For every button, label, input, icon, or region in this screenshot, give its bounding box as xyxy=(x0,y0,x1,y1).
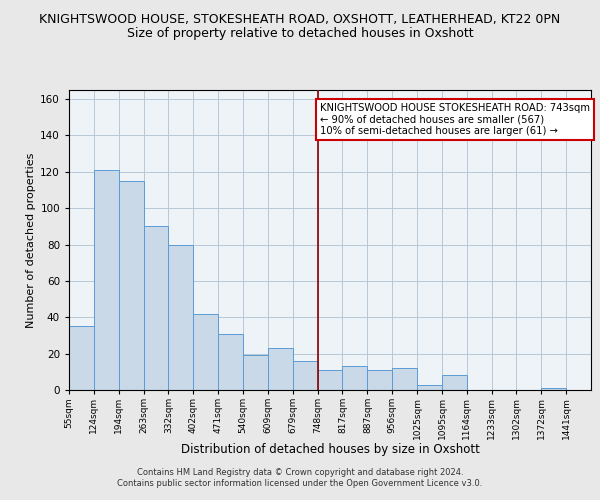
Bar xyxy=(169,244,193,390)
Bar xyxy=(442,376,467,390)
Bar xyxy=(317,370,343,390)
Text: Contains HM Land Registry data © Crown copyright and database right 2024.
Contai: Contains HM Land Registry data © Crown c… xyxy=(118,468,482,487)
Bar xyxy=(417,384,442,390)
Bar xyxy=(193,314,218,390)
Bar xyxy=(119,181,143,390)
Bar xyxy=(293,361,317,390)
Text: KNIGHTSWOOD HOUSE STOKESHEATH ROAD: 743sqm
← 90% of detached houses are smaller : KNIGHTSWOOD HOUSE STOKESHEATH ROAD: 743s… xyxy=(320,102,590,136)
X-axis label: Distribution of detached houses by size in Oxshott: Distribution of detached houses by size … xyxy=(181,443,479,456)
Bar xyxy=(367,370,392,390)
Bar xyxy=(268,348,293,390)
Bar xyxy=(143,226,169,390)
Bar xyxy=(94,170,119,390)
Bar xyxy=(343,366,367,390)
Text: Size of property relative to detached houses in Oxshott: Size of property relative to detached ho… xyxy=(127,28,473,40)
Bar xyxy=(218,334,243,390)
Y-axis label: Number of detached properties: Number of detached properties xyxy=(26,152,36,328)
Bar xyxy=(541,388,566,390)
Bar xyxy=(69,326,94,390)
Text: KNIGHTSWOOD HOUSE, STOKESHEATH ROAD, OXSHOTT, LEATHERHEAD, KT22 0PN: KNIGHTSWOOD HOUSE, STOKESHEATH ROAD, OXS… xyxy=(40,12,560,26)
Bar xyxy=(243,356,268,390)
Bar xyxy=(392,368,417,390)
